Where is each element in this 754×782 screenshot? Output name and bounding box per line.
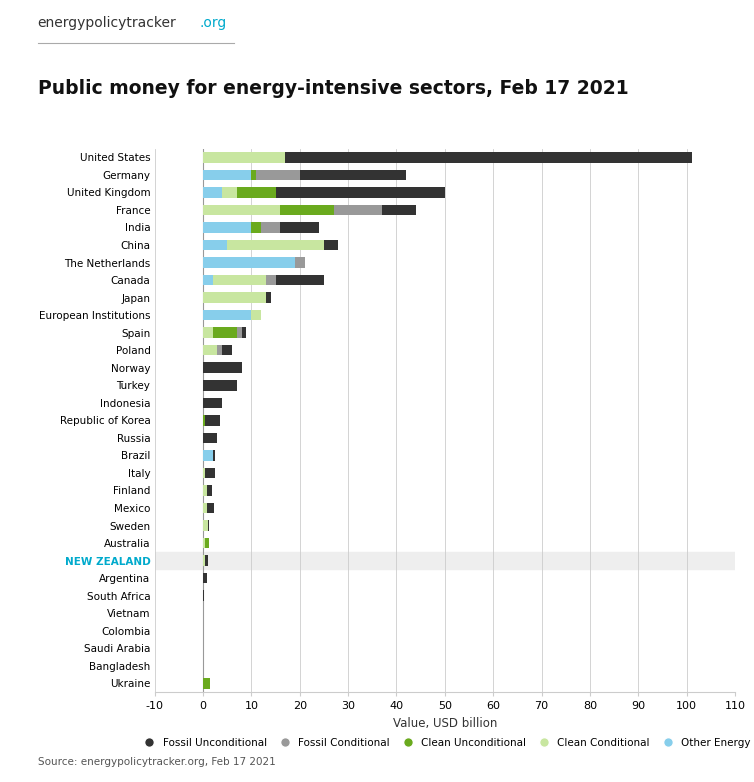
Text: Source: energypolicytracker.org, Feb 17 2021: Source: energypolicytracker.org, Feb 17 … bbox=[38, 757, 275, 767]
Bar bbox=[203, 573, 207, 583]
Bar bbox=[205, 555, 208, 566]
Bar bbox=[203, 205, 280, 215]
Bar bbox=[205, 415, 220, 425]
Bar bbox=[203, 468, 205, 478]
Bar bbox=[203, 432, 217, 443]
Bar bbox=[203, 590, 204, 601]
Bar bbox=[217, 345, 222, 356]
Bar bbox=[203, 538, 205, 548]
Bar bbox=[203, 328, 213, 338]
Bar bbox=[203, 257, 295, 267]
Bar bbox=[203, 415, 205, 425]
Bar bbox=[227, 240, 324, 250]
Bar bbox=[251, 170, 256, 180]
Bar bbox=[324, 240, 339, 250]
Bar bbox=[241, 328, 247, 338]
Bar bbox=[207, 503, 214, 513]
Bar bbox=[299, 170, 406, 180]
Bar bbox=[203, 485, 207, 496]
Bar bbox=[203, 520, 208, 531]
Bar bbox=[203, 222, 251, 233]
Bar bbox=[237, 328, 241, 338]
Bar bbox=[203, 170, 251, 180]
Bar bbox=[251, 310, 261, 321]
Bar bbox=[237, 187, 275, 198]
Bar bbox=[280, 222, 319, 233]
Text: .org: .org bbox=[200, 16, 227, 30]
Bar bbox=[203, 240, 227, 250]
Bar bbox=[203, 380, 237, 390]
Bar bbox=[275, 274, 324, 285]
Bar bbox=[213, 328, 237, 338]
Bar bbox=[266, 274, 275, 285]
Bar bbox=[275, 187, 445, 198]
Bar bbox=[203, 363, 241, 373]
Bar bbox=[205, 468, 215, 478]
Bar bbox=[203, 450, 213, 461]
Legend: Fossil Unconditional, Fossil Conditional, Clean Unconditional, Clean Conditional: Fossil Unconditional, Fossil Conditional… bbox=[135, 734, 754, 752]
Bar bbox=[251, 222, 261, 233]
Bar bbox=[203, 187, 222, 198]
Bar bbox=[213, 274, 266, 285]
Bar bbox=[203, 397, 222, 408]
Bar bbox=[382, 205, 415, 215]
Bar bbox=[203, 152, 285, 163]
Bar bbox=[203, 274, 213, 285]
Bar bbox=[295, 257, 305, 267]
Bar bbox=[203, 310, 251, 321]
Text: energypolicytracker: energypolicytracker bbox=[38, 16, 176, 30]
Bar bbox=[203, 555, 205, 566]
Bar bbox=[213, 450, 215, 461]
Bar bbox=[261, 222, 280, 233]
Bar bbox=[203, 345, 217, 356]
Text: Public money for energy-intensive sectors, Feb 17 2021: Public money for energy-intensive sector… bbox=[38, 79, 628, 98]
Bar bbox=[256, 170, 299, 180]
Bar bbox=[205, 538, 210, 548]
Bar bbox=[208, 520, 210, 531]
Bar bbox=[155, 552, 735, 569]
Bar bbox=[280, 205, 333, 215]
X-axis label: Value, USD billion: Value, USD billion bbox=[393, 716, 497, 730]
Bar bbox=[203, 292, 266, 303]
Bar bbox=[333, 205, 382, 215]
Bar bbox=[222, 345, 232, 356]
Bar bbox=[266, 292, 271, 303]
Bar bbox=[203, 503, 207, 513]
Bar bbox=[203, 678, 210, 689]
Bar bbox=[285, 152, 691, 163]
Bar bbox=[222, 187, 237, 198]
Bar bbox=[207, 485, 212, 496]
